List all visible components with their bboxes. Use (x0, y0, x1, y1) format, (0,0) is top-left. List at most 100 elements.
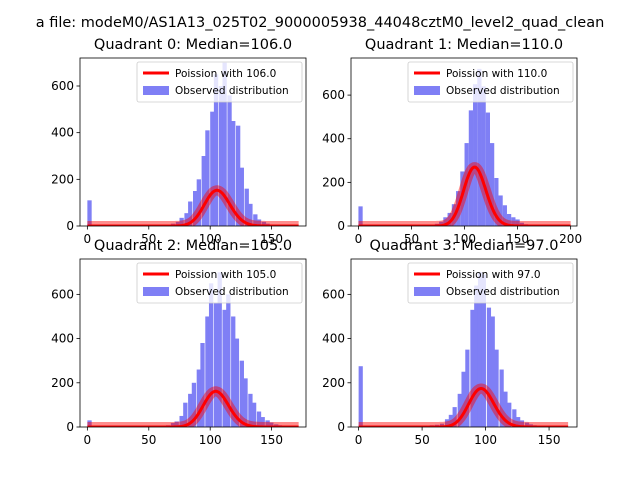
y-tick-label: 600 (51, 79, 74, 93)
histogram-bar (227, 95, 232, 226)
histogram-bar (512, 409, 517, 427)
y-tick-label: 400 (322, 332, 345, 346)
y-tick-label: 0 (66, 420, 74, 434)
histogram-bar (507, 402, 512, 427)
histogram-bar (213, 74, 219, 226)
histogram-bar (184, 213, 189, 226)
histogram-bar (519, 420, 525, 427)
histogram-bar (256, 219, 262, 226)
legend: Poission with 105.0 Observed distribution (136, 262, 303, 304)
histogram-bar (439, 423, 445, 427)
histogram-bar (503, 391, 508, 427)
histogram-bar (358, 206, 363, 226)
y-tick-label: 200 (322, 376, 345, 390)
histogram-bar (174, 421, 179, 427)
legend-entry-poisson: Poission with 105.0 (175, 269, 276, 281)
legend-bar-swatch (143, 287, 169, 296)
quadrant-2-panel: 0 50 100 150 0 200 400 600 Quadrant 2: Median=10… (51, 238, 307, 447)
x-tick-label: 50 (141, 433, 156, 447)
legend: Poission with 110.0 Observed distribution (407, 61, 574, 103)
quadrant-1-panel: 0 50 100 150 200 0 200 400 600 Quadrant 1: Median… (322, 37, 582, 246)
axes-frame (350, 258, 578, 428)
x-tick-label: 0 (355, 433, 363, 447)
histogram-bar (477, 272, 483, 427)
legend: Poission with 106.0 Observed distribution (136, 61, 303, 103)
histogram-bar (248, 203, 253, 226)
legend-bar-swatch (414, 86, 440, 95)
x-tick-label: 50 (404, 232, 419, 246)
legend-bar-swatch (143, 86, 169, 95)
poisson-curve (357, 165, 572, 226)
y-tick-label: 600 (51, 287, 74, 301)
histogram-bar (498, 195, 503, 226)
histogram-bar (499, 369, 504, 427)
axes-frame (350, 57, 578, 227)
histogram-bar (205, 130, 210, 226)
histogram-bar (256, 411, 262, 427)
histogram-bar (231, 316, 236, 427)
histogram-bar (196, 369, 201, 427)
histogram-bar (217, 272, 222, 427)
panels: 0 50 100 150 0 200 400 600 Quadrant 0: Median=10… (51, 37, 582, 447)
histogram-bar (444, 419, 450, 427)
histogram-bar (222, 309, 227, 427)
legend-box (407, 61, 574, 103)
histogram-bar (175, 221, 181, 226)
legend-entry-observed: Observed distribution (446, 85, 560, 97)
quadrant-0-title: Quadrant 0: Median=106.0 (94, 37, 292, 53)
histogram-bar (251, 402, 257, 427)
legend-entry-observed: Observed distribution (175, 286, 289, 298)
histogram-bar (481, 86, 486, 226)
y-tick-label: 0 (66, 219, 74, 233)
histogram-bar (253, 214, 258, 226)
quadrant-1-title: Quadrant 1: Median=110.0 (365, 37, 563, 53)
histogram-bar (477, 68, 482, 226)
histogram-bar (222, 62, 227, 226)
histogram-bar (473, 84, 478, 226)
histogram-bar (457, 393, 462, 427)
histogram-bar (506, 214, 512, 226)
histogram-bar (179, 415, 184, 427)
x-tick-label: 100 (453, 232, 476, 246)
x-tick-label: 0 (355, 232, 363, 246)
x-tick-label: 150 (260, 232, 283, 246)
histogram-bar (519, 222, 524, 226)
x-tick-label: 150 (506, 232, 529, 246)
histogram-bar (448, 414, 453, 427)
histogram-bar (201, 156, 206, 226)
y-tick-label: 600 (322, 287, 345, 301)
histogram-bar (193, 191, 198, 226)
histogram-bar (248, 393, 253, 427)
histogram-bar (218, 86, 224, 226)
x-tick-label: 50 (414, 433, 429, 447)
legend-box (407, 262, 574, 304)
y-tick-label: 0 (337, 420, 345, 434)
histogram-bar (170, 423, 176, 427)
histogram-bar (87, 200, 92, 226)
axes-frame (79, 57, 307, 227)
x-tick-label: 50 (141, 232, 156, 246)
legend-entry-observed: Observed distribution (175, 85, 289, 97)
x-tick-label: 100 (474, 433, 497, 447)
histogram-bar (188, 393, 193, 427)
y-tick-label: 400 (322, 132, 345, 146)
histogram-bar (490, 316, 495, 427)
x-tick-label: 100 (199, 433, 222, 447)
histogram-bar (474, 285, 479, 427)
legend-box (136, 61, 303, 103)
y-tick-label: 600 (322, 88, 345, 102)
histogram-bar (244, 188, 249, 226)
histogram-bar (494, 349, 499, 427)
histogram-bar (260, 417, 265, 427)
quadrant-1-plot (354, 68, 575, 226)
histogram-bar (213, 303, 219, 427)
histogram-bar (516, 417, 521, 427)
y-tick-label: 400 (51, 126, 74, 140)
histogram-bar (502, 205, 507, 226)
legend-entry-observed: Observed distribution (446, 286, 560, 298)
legend: Poission with 97.0 Observed distribution (407, 262, 574, 304)
histogram-bar (269, 422, 274, 427)
histogram-bar (243, 378, 248, 427)
histogram-bar (239, 167, 244, 226)
legend-bar-swatch (414, 287, 440, 296)
